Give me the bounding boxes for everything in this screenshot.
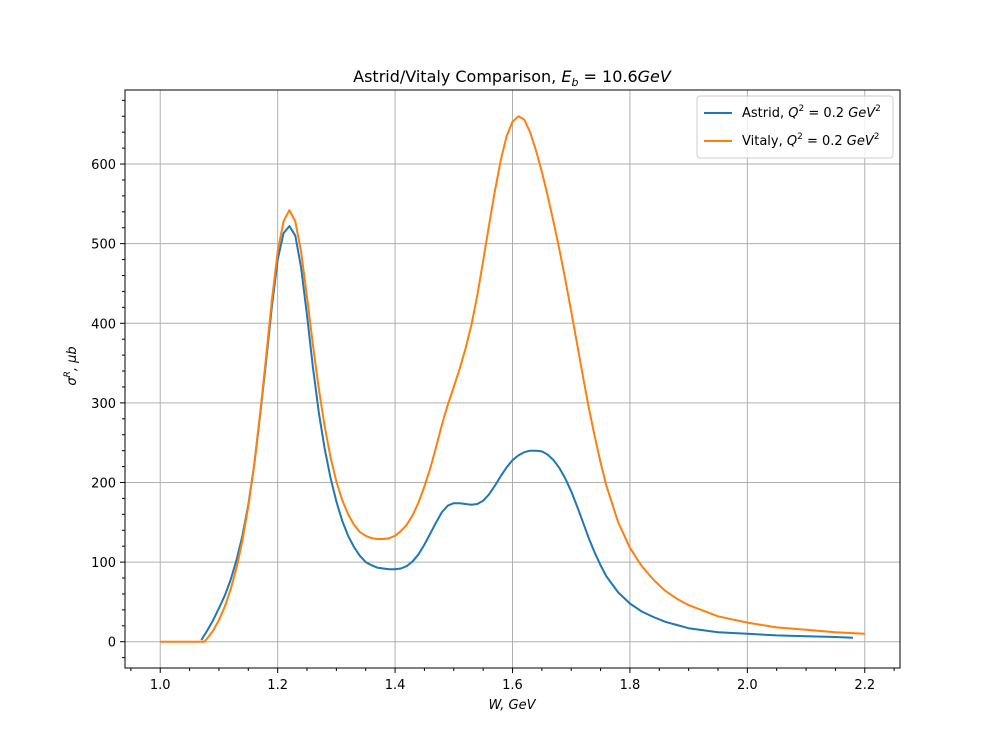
chart-title: Astrid/Vitaly Comparison, Eb = 10.6GeV: [353, 67, 672, 89]
y-tick-label: 200: [91, 476, 116, 491]
x-tick-label: 2.2: [854, 678, 875, 693]
y-tick-label: 500: [91, 238, 116, 253]
y-tick-label: 100: [91, 556, 116, 571]
y-tick-label: 0: [108, 636, 116, 651]
x-tick-label: 1.8: [620, 678, 641, 693]
y-tick-label: 400: [91, 317, 116, 332]
x-tick-label: 1.6: [502, 678, 523, 693]
grid: [125, 90, 900, 668]
series-line-astrid: [200, 225, 854, 641]
legend: Astrid, Q2 = 0.2 GeV2 Vitaly, Q2 = 0.2 G…: [696, 95, 894, 159]
y-axis-label: σR, μb: [63, 346, 80, 385]
y-tick-label: 600: [91, 158, 116, 173]
series-line-vitaly: [160, 115, 865, 643]
axes: 1.0 1.2 1.4 1.6 1.8 2.0 2.2 0 100 200 300 400 500 600: [91, 89, 901, 693]
x-tick-label: 2.0: [737, 678, 758, 693]
legend-frame: [696, 95, 894, 159]
x-tick-label: 1.0: [150, 678, 171, 693]
x-axis-label: W, GeV: [488, 698, 536, 713]
x-tick-label: 1.2: [267, 678, 288, 693]
y-tick-label: 300: [91, 397, 116, 412]
plot-area: [160, 115, 865, 643]
legend-entry-astrid: Astrid, Q2 = 0.2 GeV2: [742, 104, 881, 121]
x-tick-label: 1.4: [385, 678, 406, 693]
legend-entry-vitaly: Vitaly, Q2 = 0.2 GeV2: [742, 132, 880, 149]
